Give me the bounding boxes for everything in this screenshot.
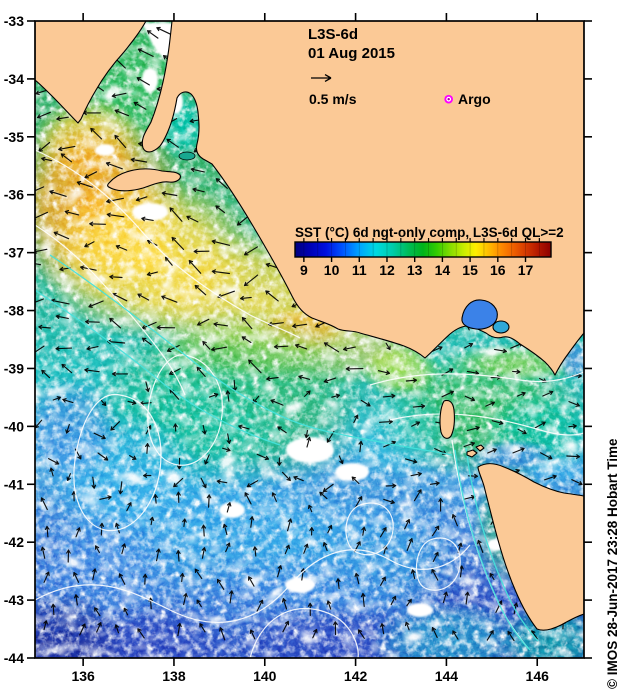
lon-tick-label: 136 (71, 668, 95, 684)
lat-tick-label: -44 (4, 650, 24, 666)
lon-tick-label: 138 (162, 668, 186, 684)
western-port-bay (492, 320, 510, 334)
vector-scale-label: 0.5 m/s (309, 91, 357, 107)
lat-tick-label: -37 (4, 245, 24, 261)
lat-tick-label: -38 (4, 303, 24, 319)
lon-tick-label: 146 (526, 668, 550, 684)
lat-tick-label: -33 (4, 13, 24, 29)
colorbar-tick-labels: 9 10 11 12 13 14 15 16 17 (300, 262, 534, 278)
lat-tick-label: -40 (4, 418, 24, 434)
lon-tick-label: 142 (344, 668, 368, 684)
y-axis-ticks: -33 -34 -35 -36 -37 -38 -39 -40 -41 -42 -43 -44 (4, 13, 592, 666)
colorbar-tick-label: 14 (435, 262, 451, 278)
map-title: L3S-6d (308, 26, 358, 43)
colorbar-tick-label: 10 (324, 262, 340, 278)
map-canvas (35, 21, 584, 658)
lat-tick-label: -41 (4, 476, 24, 492)
lat-tick-label: -35 (4, 129, 24, 145)
land-hunter-islands (466, 444, 485, 458)
colorbar-tick-label: 17 (518, 262, 534, 278)
colorbar-ticks (303, 238, 540, 262)
lat-tick-label: -34 (4, 71, 24, 87)
lat-tick-label: -39 (4, 360, 24, 376)
port-phillip-bay (461, 299, 498, 330)
colorbar-tick-label: 11 (352, 262, 367, 278)
credit-text: © IMOS 28-Jun-2017 23:28 Hobart Time (605, 438, 620, 689)
colorbar-gradient (294, 241, 552, 258)
axis-frame (34, 20, 585, 659)
lon-tick-label: 144 (435, 668, 459, 684)
argo-label: Argo (458, 91, 491, 107)
colorbar-tick-label: 13 (407, 262, 423, 278)
map-date: 01 Aug 2015 (308, 45, 395, 62)
colorbar-title: SST (°C) 6d ngt-only comp, L3S-6d QL>=2 (295, 225, 564, 240)
x-axis-ticks: 136 138 140 142 144 146 (71, 13, 549, 684)
land-mainland-southeast (141, 21, 584, 376)
colorbar: SST (°C) 6d ngt-only comp, L3S-6d QL>=2 … (294, 225, 564, 278)
lake-alexandrina (178, 151, 196, 161)
argo-marker-icon (444, 94, 453, 104)
land-kangaroo-island (107, 168, 181, 192)
land-layer (35, 21, 584, 631)
colorbar-tick-label: 12 (379, 262, 395, 278)
shelf-front-contours (35, 254, 539, 651)
lat-tick-label: -42 (4, 534, 24, 550)
colorbar-tick-label: 16 (490, 262, 506, 278)
land-tasmania (477, 463, 584, 631)
colorbar-tick-label: 15 (462, 262, 478, 278)
lat-tick-label: -36 (4, 187, 24, 203)
land-eyre-peninsula (35, 21, 147, 124)
land-king-island (439, 399, 455, 439)
lon-tick-label: 140 (253, 668, 277, 684)
vector-scale-arrow (311, 74, 332, 82)
colorbar-tick-label: 9 (300, 262, 308, 278)
lat-tick-label: -43 (4, 592, 24, 608)
